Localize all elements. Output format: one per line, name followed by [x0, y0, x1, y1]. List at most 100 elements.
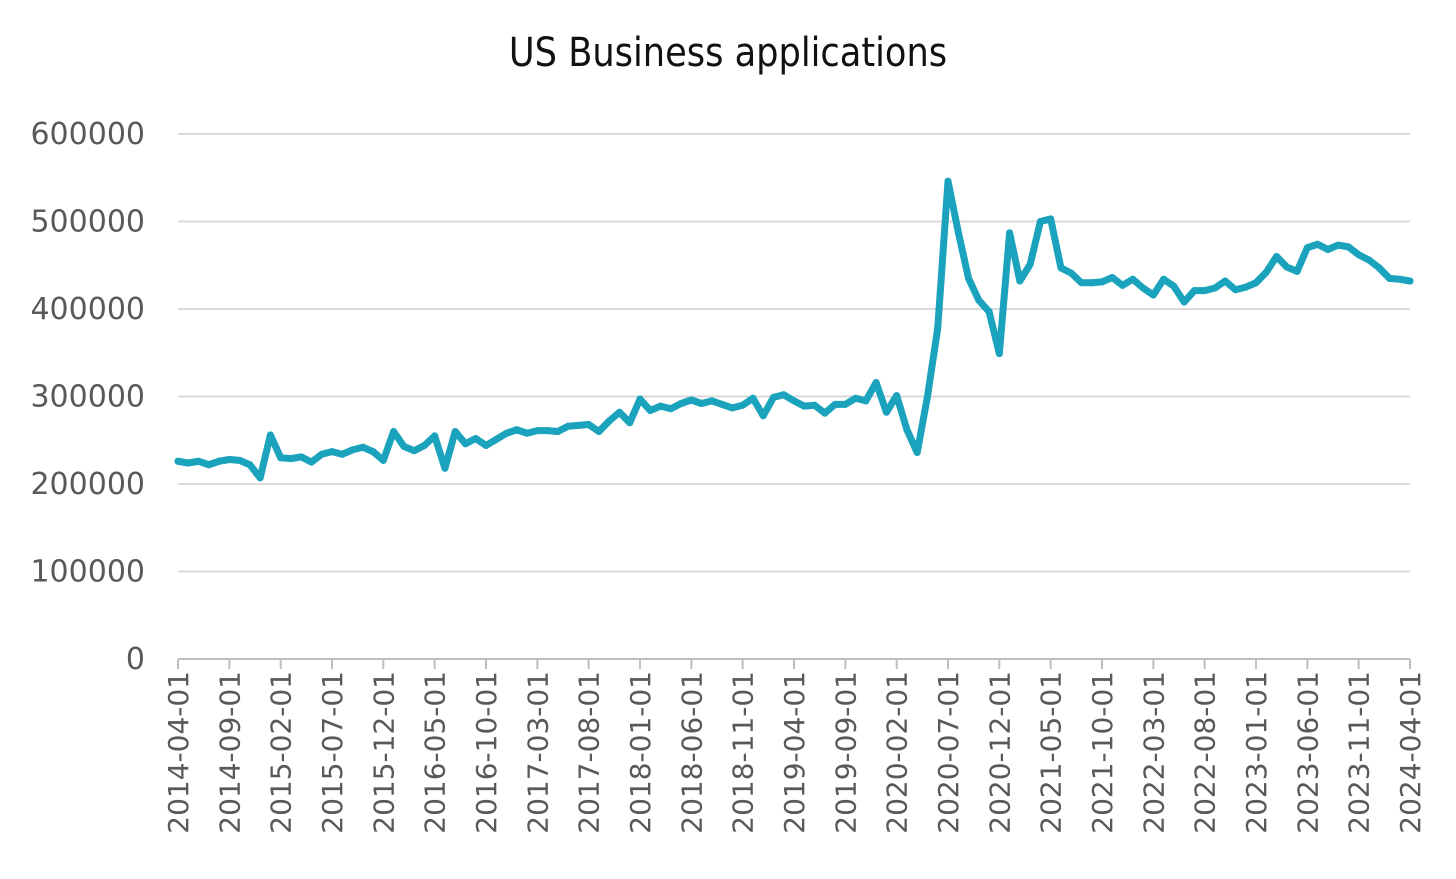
data-point: [184, 459, 192, 467]
data-point: [1334, 241, 1342, 249]
x-tick-label: 2022-03-01: [1137, 671, 1170, 834]
data-point: [1355, 251, 1363, 259]
data-point: [903, 426, 911, 434]
data-point: [944, 177, 952, 185]
data-point: [215, 457, 223, 465]
data-point: [1303, 244, 1311, 252]
data-point: [236, 456, 244, 464]
data-point: [1221, 277, 1229, 285]
data-point: [769, 393, 777, 401]
data-point: [1119, 281, 1127, 289]
data-point: [574, 421, 582, 429]
data-point: [708, 397, 716, 405]
data-point: [1006, 229, 1014, 237]
x-tick-label: 2014-09-01: [213, 671, 246, 834]
data-point: [882, 408, 890, 416]
data-point: [687, 396, 695, 404]
data-point: [718, 400, 726, 408]
data-point: [1180, 298, 1188, 306]
chart-title: US Business applications: [508, 30, 948, 76]
data-point: [934, 324, 942, 332]
x-tick-label: 2019-09-01: [829, 671, 862, 834]
data-point: [400, 442, 408, 450]
x-tick-label: 2020-12-01: [983, 671, 1016, 834]
data-point: [1129, 275, 1137, 283]
y-tick-label: 600000: [30, 117, 145, 152]
data-point: [821, 409, 829, 417]
data-point: [482, 442, 490, 449]
x-tick-label: 2024-04-01: [1394, 671, 1427, 834]
data-point: [1231, 286, 1239, 294]
x-tick-label: 2017-08-01: [573, 671, 606, 834]
data-point: [636, 395, 644, 403]
data-point: [728, 404, 736, 412]
data-point: [985, 308, 993, 316]
data-point: [205, 461, 213, 469]
data-point: [667, 405, 675, 413]
data-point: [369, 448, 377, 456]
data-point: [1036, 218, 1044, 225]
data-point: [657, 402, 665, 410]
data-point: [472, 435, 480, 442]
x-tick-label: 2015-12-01: [367, 671, 400, 834]
x-tick-label: 2015-02-01: [265, 671, 298, 834]
data-point: [1026, 260, 1034, 268]
data-point: [328, 448, 336, 456]
data-point: [595, 428, 603, 435]
x-tick-label: 2016-05-01: [419, 671, 452, 834]
data-point: [225, 456, 233, 463]
x-tick-label: 2014-04-01: [162, 671, 195, 834]
data-point: [523, 429, 531, 437]
data-point: [1406, 277, 1414, 285]
data-point: [1293, 267, 1301, 275]
data-point: [698, 400, 706, 407]
data-point: [749, 394, 757, 402]
data-point: [759, 412, 767, 420]
data-point: [913, 449, 921, 456]
data-point: [605, 417, 613, 425]
data-point: [297, 453, 305, 461]
data-point: [1190, 287, 1198, 295]
data-point: [790, 397, 798, 405]
data-point: [533, 427, 541, 435]
x-tick-label: 2023-06-01: [1291, 671, 1324, 834]
y-tick-label: 200000: [30, 467, 145, 502]
data-point: [1108, 274, 1116, 281]
data-point: [1344, 243, 1352, 251]
data-point: [307, 458, 315, 466]
data-point: [1283, 263, 1291, 271]
data-point: [1098, 278, 1106, 286]
data-point: [1016, 277, 1024, 285]
data-point: [1252, 279, 1260, 287]
data-point: [1211, 284, 1219, 292]
data-point: [780, 391, 788, 399]
data-point: [1273, 253, 1281, 260]
data-point: [379, 456, 387, 464]
x-tick-label: 2019-04-01: [778, 671, 811, 834]
data-point: [277, 454, 285, 462]
data-point: [1088, 279, 1096, 287]
y-tick-label: 500000: [30, 205, 145, 240]
y-tick-label: 400000: [30, 292, 145, 327]
y-tick-label: 300000: [30, 380, 145, 415]
data-point: [266, 431, 274, 439]
data-point: [1262, 268, 1270, 276]
data-point: [585, 421, 593, 428]
x-tick-label: 2016-10-01: [470, 671, 503, 834]
data-point: [739, 401, 747, 409]
data-point: [554, 428, 562, 435]
data-point: [195, 457, 203, 465]
data-point: [1365, 256, 1373, 264]
data-point: [338, 450, 346, 458]
data-point: [492, 435, 500, 443]
data-point: [359, 443, 367, 451]
data-point: [1242, 283, 1250, 291]
data-point: [1047, 215, 1055, 223]
x-tick-label: 2022-08-01: [1189, 671, 1222, 834]
data-point: [1139, 284, 1147, 292]
data-point: [461, 440, 469, 448]
data-point: [246, 461, 254, 469]
y-tick-label: 100000: [30, 555, 145, 590]
data-point: [975, 296, 983, 304]
